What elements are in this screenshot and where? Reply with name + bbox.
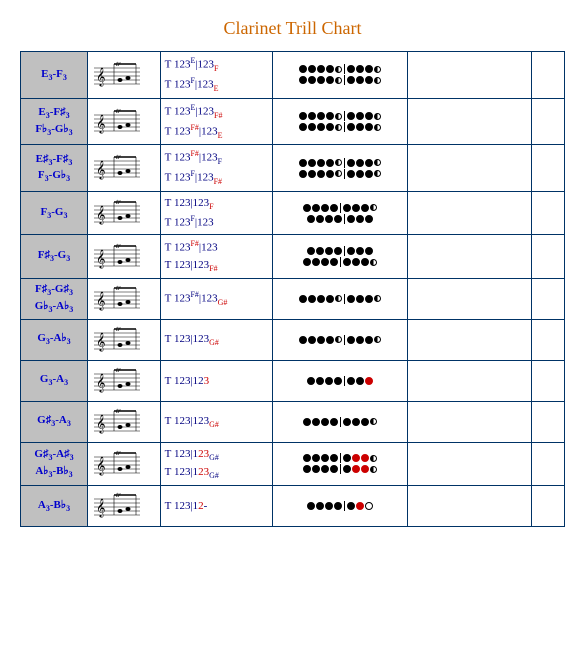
fingering-text: T 123F#|123T 123|123F# [160,235,272,278]
blank-cell [532,192,565,235]
table-row: F3-G3 𝄞 tr T 123|123FT 123F|123 [21,192,565,235]
blank-cell [408,319,532,360]
fingering-text: T 123F#|123FT 123F|123F# [160,145,272,192]
blank-cell [532,319,565,360]
hole-diagram [273,486,408,527]
blank-cell [532,235,565,278]
note-label: F♯3-G♯3G♭3-A♭3 [21,278,88,319]
hole-diagram [273,319,408,360]
table-row: G3-A3 𝄞 tr T 123|123 [21,360,565,401]
table-row: F♯3-G3 𝄞 tr T 123F#|123T 123|123F# [21,235,565,278]
staff-notation: 𝄞 tr [88,360,161,401]
blank-cell [532,360,565,401]
svg-text:𝄞: 𝄞 [96,457,105,476]
hole-diagram [273,278,408,319]
hole-diagram [273,442,408,485]
blank-cell [408,360,532,401]
svg-text:𝄞: 𝄞 [96,499,105,518]
svg-text:𝄞: 𝄞 [96,68,105,87]
fingering-text: T 123|123G# [160,401,272,442]
staff-notation: 𝄞 tr [88,319,161,360]
table-row: G3-A♭3 𝄞 tr T 123|123G# [21,319,565,360]
trill-chart-table: E3-F3 𝄞 tr T 123E|123FT 123F|123EE3-F♯3F… [20,51,565,527]
hole-diagram [273,98,408,145]
svg-text:𝄞: 𝄞 [96,292,105,311]
blank-cell [408,486,532,527]
staff-notation: 𝄞 tr [88,235,161,278]
page-title: Clarinet Trill Chart [10,18,575,39]
note-label: G♯3-A3 [21,401,88,442]
staff-notation: 𝄞 tr [88,52,161,99]
table-row: E♯3-F♯3F3-G♭3 𝄞 tr T 123F#|123FT 123F|12… [21,145,565,192]
blank-cell [408,401,532,442]
hole-diagram [273,360,408,401]
fingering-text: T 123|123G#T 123|123G# [160,442,272,485]
note-label: G3-A3 [21,360,88,401]
staff-notation: 𝄞 tr [88,192,161,235]
blank-cell [408,278,532,319]
table-row: A3-B♭3 𝄞 tr T 123|12- [21,486,565,527]
fingering-text: T 123E|123FT 123F|123E [160,52,272,99]
note-label: E♯3-F♯3F3-G♭3 [21,145,88,192]
table-row: E3-F3 𝄞 tr T 123E|123FT 123F|123E [21,52,565,99]
blank-cell [532,52,565,99]
blank-cell [408,98,532,145]
staff-notation: 𝄞 tr [88,145,161,192]
svg-text:𝄞: 𝄞 [96,115,105,134]
svg-text:𝄞: 𝄞 [96,161,105,180]
staff-notation: 𝄞 tr [88,98,161,145]
fingering-text: T 123F#|123G# [160,278,272,319]
blank-cell [532,442,565,485]
table-row: G♯3-A3 𝄞 tr T 123|123G# [21,401,565,442]
staff-notation: 𝄞 tr [88,486,161,527]
blank-cell [408,145,532,192]
staff-notation: 𝄞 tr [88,442,161,485]
hole-diagram [273,401,408,442]
note-label: G3-A♭3 [21,319,88,360]
table-row: E3-F♯3F♭3-G♭3 𝄞 tr T 123E|123F#T 123F#|1… [21,98,565,145]
note-label: A3-B♭3 [21,486,88,527]
table-row: F♯3-G♯3G♭3-A♭3 𝄞 tr T 123F#|123G# [21,278,565,319]
svg-text:𝄞: 𝄞 [96,250,105,269]
svg-text:𝄞: 𝄞 [96,333,105,352]
blank-cell [408,52,532,99]
svg-text:𝄞: 𝄞 [96,206,105,225]
table-row: G♯3-A♯3A♭3-B♭3 𝄞 tr T 123|123G#T 123|123… [21,442,565,485]
blank-cell [532,278,565,319]
hole-diagram [273,192,408,235]
blank-cell [532,98,565,145]
fingering-text: T 123|123G# [160,319,272,360]
fingering-text: T 123|12- [160,486,272,527]
hole-diagram [273,145,408,192]
blank-cell [532,401,565,442]
blank-cell [408,442,532,485]
blank-cell [532,145,565,192]
note-label: E3-F♯3F♭3-G♭3 [21,98,88,145]
blank-cell [408,192,532,235]
fingering-text: T 123E|123F#T 123F#|123E [160,98,272,145]
note-label: F3-G3 [21,192,88,235]
svg-text:𝄞: 𝄞 [96,415,105,434]
note-label: G♯3-A♯3A♭3-B♭3 [21,442,88,485]
hole-diagram [273,235,408,278]
fingering-text: T 123|123FT 123F|123 [160,192,272,235]
staff-notation: 𝄞 tr [88,401,161,442]
hole-diagram [273,52,408,99]
blank-cell [532,486,565,527]
note-label: F♯3-G3 [21,235,88,278]
fingering-text: T 123|123 [160,360,272,401]
svg-text:𝄞: 𝄞 [96,374,105,393]
staff-notation: 𝄞 tr [88,278,161,319]
blank-cell [408,235,532,278]
note-label: E3-F3 [21,52,88,99]
